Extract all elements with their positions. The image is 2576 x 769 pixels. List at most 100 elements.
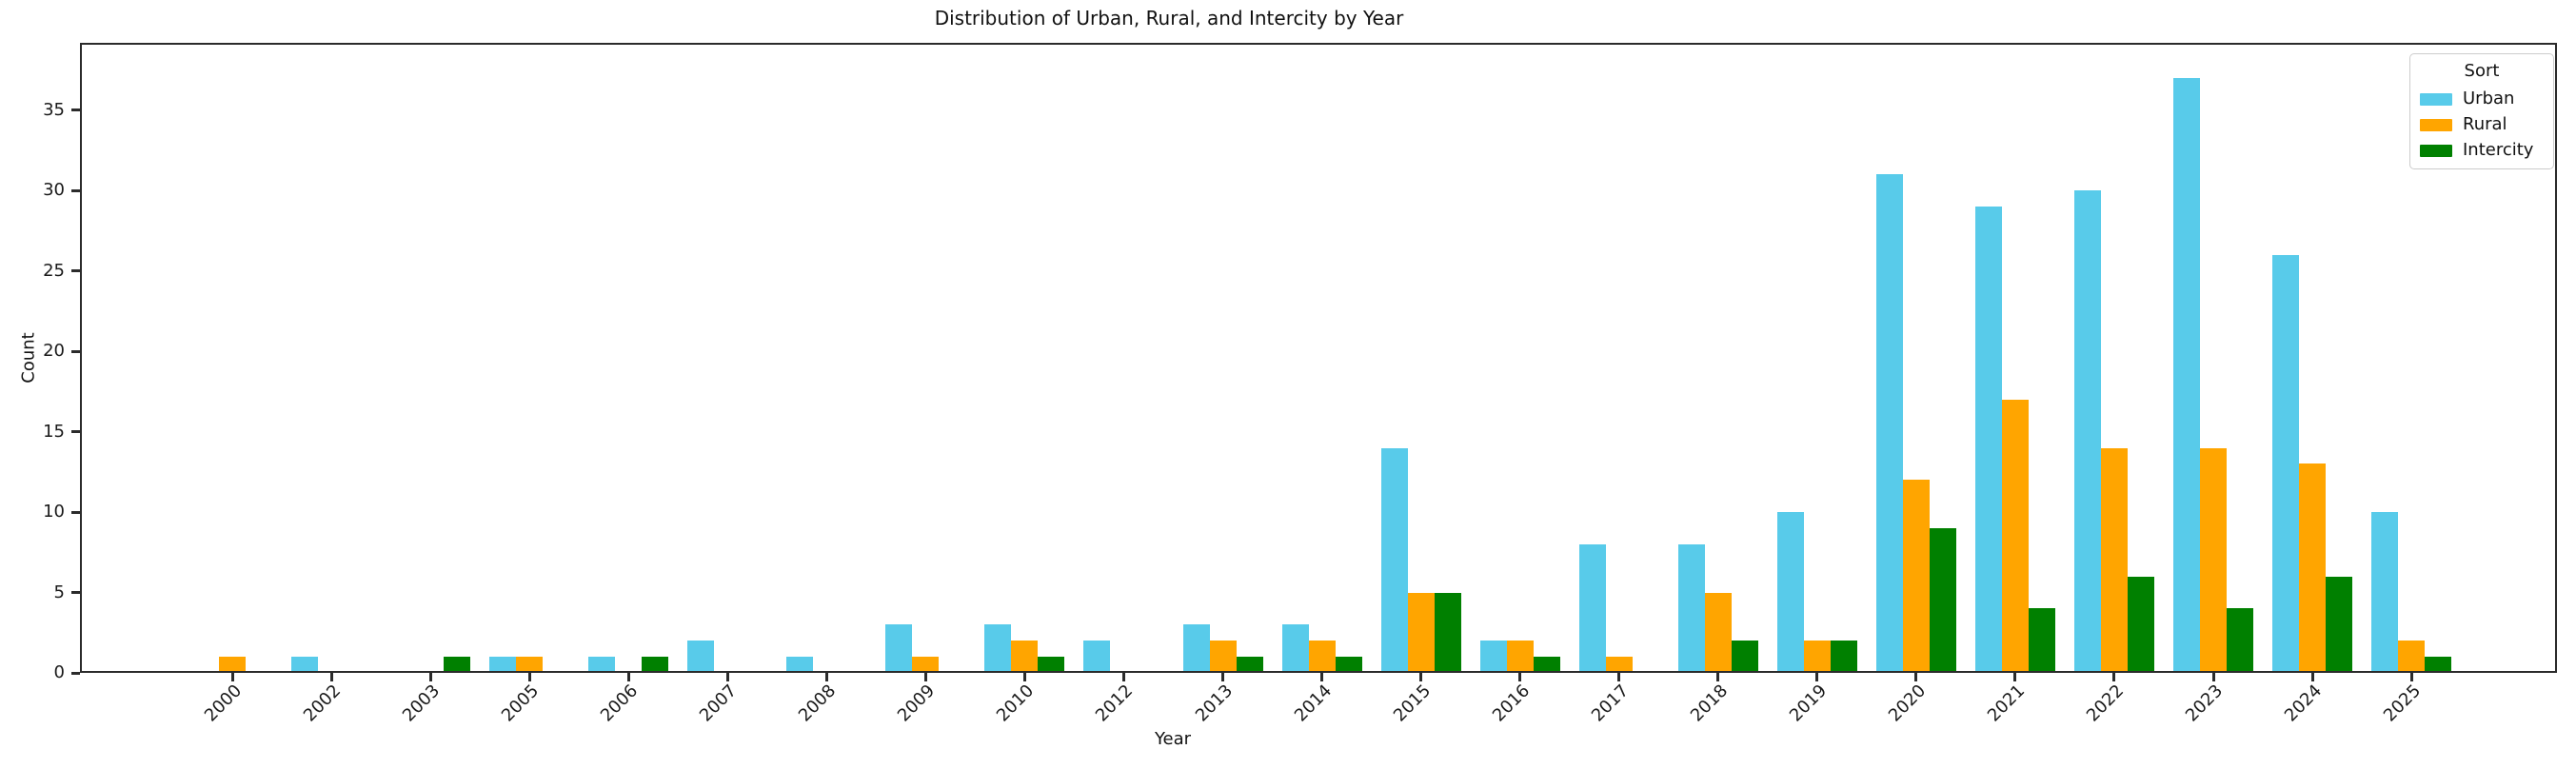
x-tick-mark [2013, 673, 2017, 681]
x-tick-label-2002: 2002 [299, 680, 346, 726]
bar-rural-2017 [1605, 657, 1633, 673]
bar-urban-2002 [291, 657, 319, 673]
x-tick-label-2020: 2020 [1884, 680, 1930, 726]
bar-rural-2015 [1407, 593, 1435, 673]
x-tick-label-2023: 2023 [2181, 680, 2228, 726]
legend: Sort Urban Rural Intercity [2409, 53, 2554, 169]
bar-rural-2000 [219, 657, 246, 673]
x-tick-mark [923, 673, 927, 681]
x-tick-label-2021: 2021 [1983, 680, 2030, 726]
x-tick-mark [1419, 673, 1423, 681]
legend-item-rural: Rural [2420, 115, 2544, 134]
bar-intercity-2020 [1929, 528, 1956, 673]
x-tick-mark [1320, 673, 1324, 681]
legend-swatch-rural-icon [2420, 118, 2452, 131]
x-tick-mark [1815, 673, 1819, 681]
x-tick-mark [2409, 673, 2413, 681]
x-tick-label-2009: 2009 [894, 680, 940, 726]
x-tick-mark [1022, 673, 1026, 681]
bar-intercity-2006 [642, 657, 669, 673]
bar-rural-2019 [1803, 641, 1831, 673]
x-axis-title: Year [1154, 729, 1192, 749]
bar-urban-2016 [1479, 641, 1507, 673]
bar-intercity-2003 [444, 657, 471, 673]
bar-intercity-2021 [2028, 608, 2055, 673]
bar-rural-2018 [1704, 593, 1732, 673]
bar-rural-2013 [1209, 641, 1237, 673]
legend-item-intercity: Intercity [2420, 141, 2544, 160]
x-tick-mark [1518, 673, 1522, 681]
x-tick-mark [2310, 673, 2314, 681]
y-tick-mark [71, 430, 80, 434]
bar-urban-2025 [2371, 512, 2399, 673]
y-tick-label: 5 [53, 582, 65, 602]
bar-urban-2009 [885, 624, 913, 673]
x-tick-mark [527, 673, 531, 681]
x-tick-mark [329, 673, 333, 681]
bar-urban-2020 [1875, 174, 1903, 673]
bar-urban-2018 [1677, 544, 1705, 673]
x-tick-mark [230, 673, 234, 681]
bar-intercity-2022 [2127, 577, 2154, 673]
bar-urban-2019 [1776, 512, 1804, 673]
bar-rural-2010 [1011, 641, 1039, 673]
bar-urban-2010 [984, 624, 1012, 673]
y-tick-mark [71, 269, 80, 273]
bar-rural-2014 [1308, 641, 1336, 673]
x-tick-label-2000: 2000 [200, 680, 247, 726]
y-tick-mark [71, 108, 80, 112]
x-tick-label-2019: 2019 [1785, 680, 1831, 726]
x-tick-label-2022: 2022 [2082, 680, 2129, 726]
x-tick-mark [1716, 673, 1720, 681]
x-tick-label-2007: 2007 [696, 680, 742, 726]
bar-rural-2025 [2398, 641, 2426, 673]
bar-rural-2022 [2100, 448, 2128, 673]
bar-intercity-2024 [2326, 577, 2353, 673]
legend-label-urban: Urban [2463, 89, 2515, 108]
y-tick-label: 0 [53, 662, 65, 682]
bar-urban-2013 [1182, 624, 1210, 673]
bar-intercity-2014 [1335, 657, 1362, 673]
bar-intercity-2015 [1434, 593, 1461, 673]
x-tick-mark [2112, 673, 2116, 681]
y-tick-label: 20 [43, 341, 65, 362]
bar-urban-2021 [1974, 207, 2002, 673]
x-tick-mark [1617, 673, 1621, 681]
y-tick-label: 30 [43, 180, 65, 201]
bar-urban-2023 [2173, 78, 2200, 673]
x-tick-label-2008: 2008 [795, 680, 841, 726]
x-tick-label-2016: 2016 [1488, 680, 1534, 726]
x-tick-mark [1121, 673, 1125, 681]
bar-urban-2008 [786, 657, 814, 673]
y-tick-mark [71, 349, 80, 353]
x-tick-mark [1914, 673, 1918, 681]
x-tick-label-2017: 2017 [1587, 680, 1633, 726]
legend-swatch-urban-icon [2420, 92, 2452, 106]
bar-urban-2014 [1281, 624, 1309, 673]
bar-urban-2015 [1380, 448, 1408, 673]
bar-urban-2012 [1083, 641, 1111, 673]
y-tick-label: 35 [43, 99, 65, 120]
bar-intercity-2025 [2425, 657, 2452, 673]
bar-urban-2017 [1578, 544, 1606, 673]
x-tick-label-2015: 2015 [1389, 680, 1435, 726]
y-tick-label: 25 [43, 260, 65, 281]
bar-urban-2024 [2272, 255, 2300, 673]
legend-item-urban: Urban [2420, 89, 2544, 108]
x-tick-mark [725, 673, 729, 681]
bar-rural-2023 [2200, 448, 2227, 673]
bar-intercity-2023 [2227, 608, 2253, 673]
bar-intercity-2010 [1038, 657, 1065, 673]
x-tick-mark [1221, 673, 1224, 681]
legend-label-rural: Rural [2463, 114, 2507, 134]
chart-title: Distribution of Urban, Rural, and Interc… [934, 7, 1404, 30]
x-tick-mark [626, 673, 630, 681]
y-tick-label: 15 [43, 421, 65, 442]
y-tick-mark [71, 671, 80, 675]
bar-intercity-2019 [1830, 641, 1857, 673]
bar-urban-2006 [588, 657, 616, 673]
bar-intercity-2018 [1731, 641, 1758, 673]
bar-rural-2009 [912, 657, 940, 673]
